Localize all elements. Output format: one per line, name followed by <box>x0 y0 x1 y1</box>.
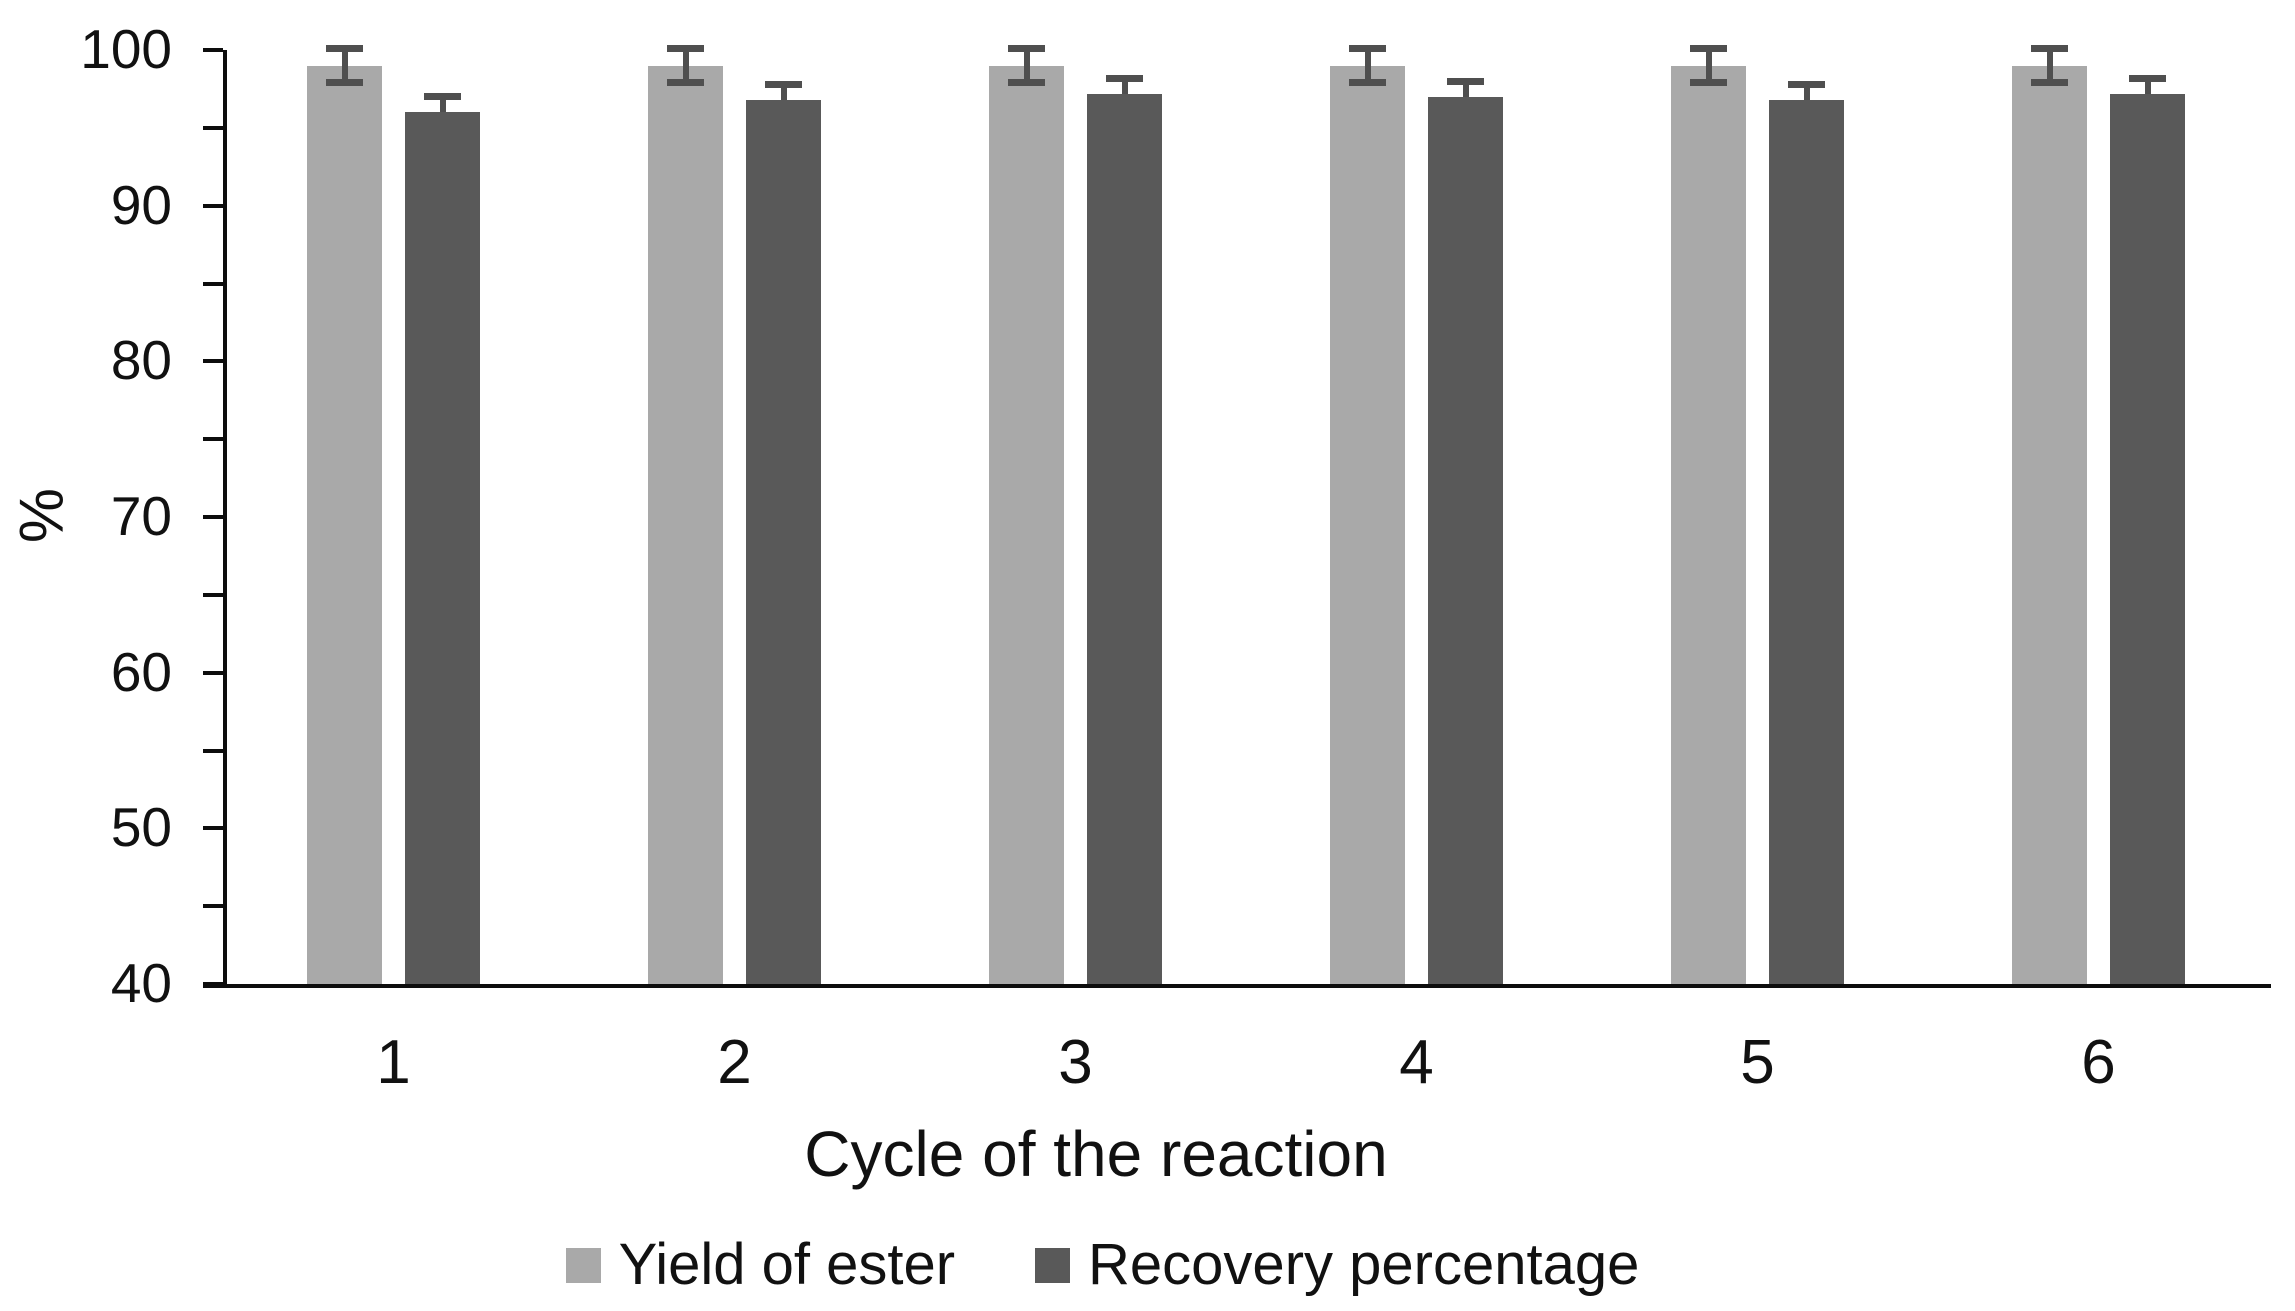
y-tick-label: 90 <box>110 173 172 236</box>
error-bar-cap-top <box>2129 74 2166 82</box>
y-tick <box>203 670 223 675</box>
x-category-label: 3 <box>1058 1028 1093 1097</box>
error-bar-cap-top <box>1106 74 1143 82</box>
bar-yield-of-ester <box>1671 65 1746 984</box>
bar-yield-of-ester <box>307 65 382 984</box>
y-tick <box>203 203 223 208</box>
x-axis-line <box>203 984 2271 988</box>
x-category-label: 5 <box>1740 1028 1775 1097</box>
y-tick-label: 70 <box>110 485 172 547</box>
bar-recovery-percentage <box>405 112 480 984</box>
y-axis-line <box>223 50 227 988</box>
error-bar-stem <box>682 48 689 83</box>
bar-yield-of-ester <box>1330 65 1405 984</box>
error-bar-cap-top <box>667 44 704 52</box>
error-bar-cap-top <box>1349 44 1386 52</box>
y-tick-label: 100 <box>80 18 172 80</box>
x-category-label: 6 <box>2081 1028 2116 1097</box>
error-bar-cap-top <box>326 44 363 52</box>
error-bar-stem <box>1023 48 1030 83</box>
y-tick <box>203 748 223 753</box>
error-bar-cap-bottom <box>1349 79 1386 87</box>
error-bar-stem <box>1705 48 1712 83</box>
error-bar-cap-top <box>1008 44 1045 52</box>
x-category-label: 4 <box>1399 1028 1434 1097</box>
error-bar-stem <box>1364 48 1371 83</box>
legend-label: Recovery percentage <box>1088 1232 1640 1297</box>
error-bar-stem <box>2046 48 2053 83</box>
error-bar-cap-top <box>1690 44 1727 52</box>
y-tick <box>203 437 223 442</box>
legend-swatch-icon <box>1035 1247 1071 1283</box>
legend-item-recovery-percentage: Recovery percentage <box>1035 1236 1639 1294</box>
error-bar-cap-bottom <box>326 79 363 87</box>
error-bar-cap-bottom <box>1690 79 1727 87</box>
bar-recovery-percentage <box>2110 93 2185 984</box>
error-bar-cap-top <box>1447 77 1484 85</box>
y-tick <box>203 359 223 364</box>
legend: Yield of ester Recovery percentage <box>0 1236 2205 1294</box>
error-bar-stem <box>341 48 348 83</box>
legend-item-yield-of-ester: Yield of ester <box>565 1232 956 1297</box>
y-tick <box>203 592 223 597</box>
y-tick <box>203 904 223 909</box>
y-tick <box>203 125 223 130</box>
x-axis-title: Cycle of the reaction <box>804 1118 1388 1190</box>
error-bar-cap-bottom <box>1008 79 1045 87</box>
y-tick-label: 40 <box>110 952 172 1014</box>
y-tick <box>203 281 223 286</box>
error-bar-stem <box>2144 78 2151 94</box>
y-tick <box>203 515 223 519</box>
error-bar-cap-top <box>424 93 461 101</box>
bar-recovery-percentage <box>746 99 821 984</box>
bar-recovery-percentage <box>1428 96 1503 984</box>
error-bar-cap-bottom <box>2031 79 2068 87</box>
y-tick-label: 50 <box>110 796 172 859</box>
x-category-label: 2 <box>717 1028 752 1097</box>
error-bar-stem <box>1121 78 1128 94</box>
error-bar-stem <box>1803 84 1810 100</box>
bar-recovery-percentage <box>1087 93 1162 984</box>
error-bar-cap-top <box>765 80 802 88</box>
y-tick <box>203 826 223 831</box>
y-tick <box>203 48 223 52</box>
bar-recovery-percentage <box>1769 99 1844 984</box>
bar-yield-of-ester <box>989 65 1064 984</box>
y-tick-label: 60 <box>110 640 172 703</box>
error-bar-cap-top <box>1788 80 1825 88</box>
y-tick <box>203 982 223 986</box>
error-bar-stem <box>439 96 446 113</box>
error-bar-stem <box>1462 81 1469 97</box>
legend-label: Yield of ester <box>618 1232 956 1297</box>
error-bar-stem <box>780 84 787 100</box>
x-category-label: 1 <box>376 1028 411 1097</box>
error-bar-cap-top <box>2031 44 2068 52</box>
error-bar-cap-bottom <box>667 79 704 87</box>
legend-swatch-icon <box>565 1247 601 1283</box>
bar-yield-of-ester <box>2012 65 2087 984</box>
y-tick-label: 80 <box>110 329 172 392</box>
bar-yield-of-ester <box>648 65 723 984</box>
